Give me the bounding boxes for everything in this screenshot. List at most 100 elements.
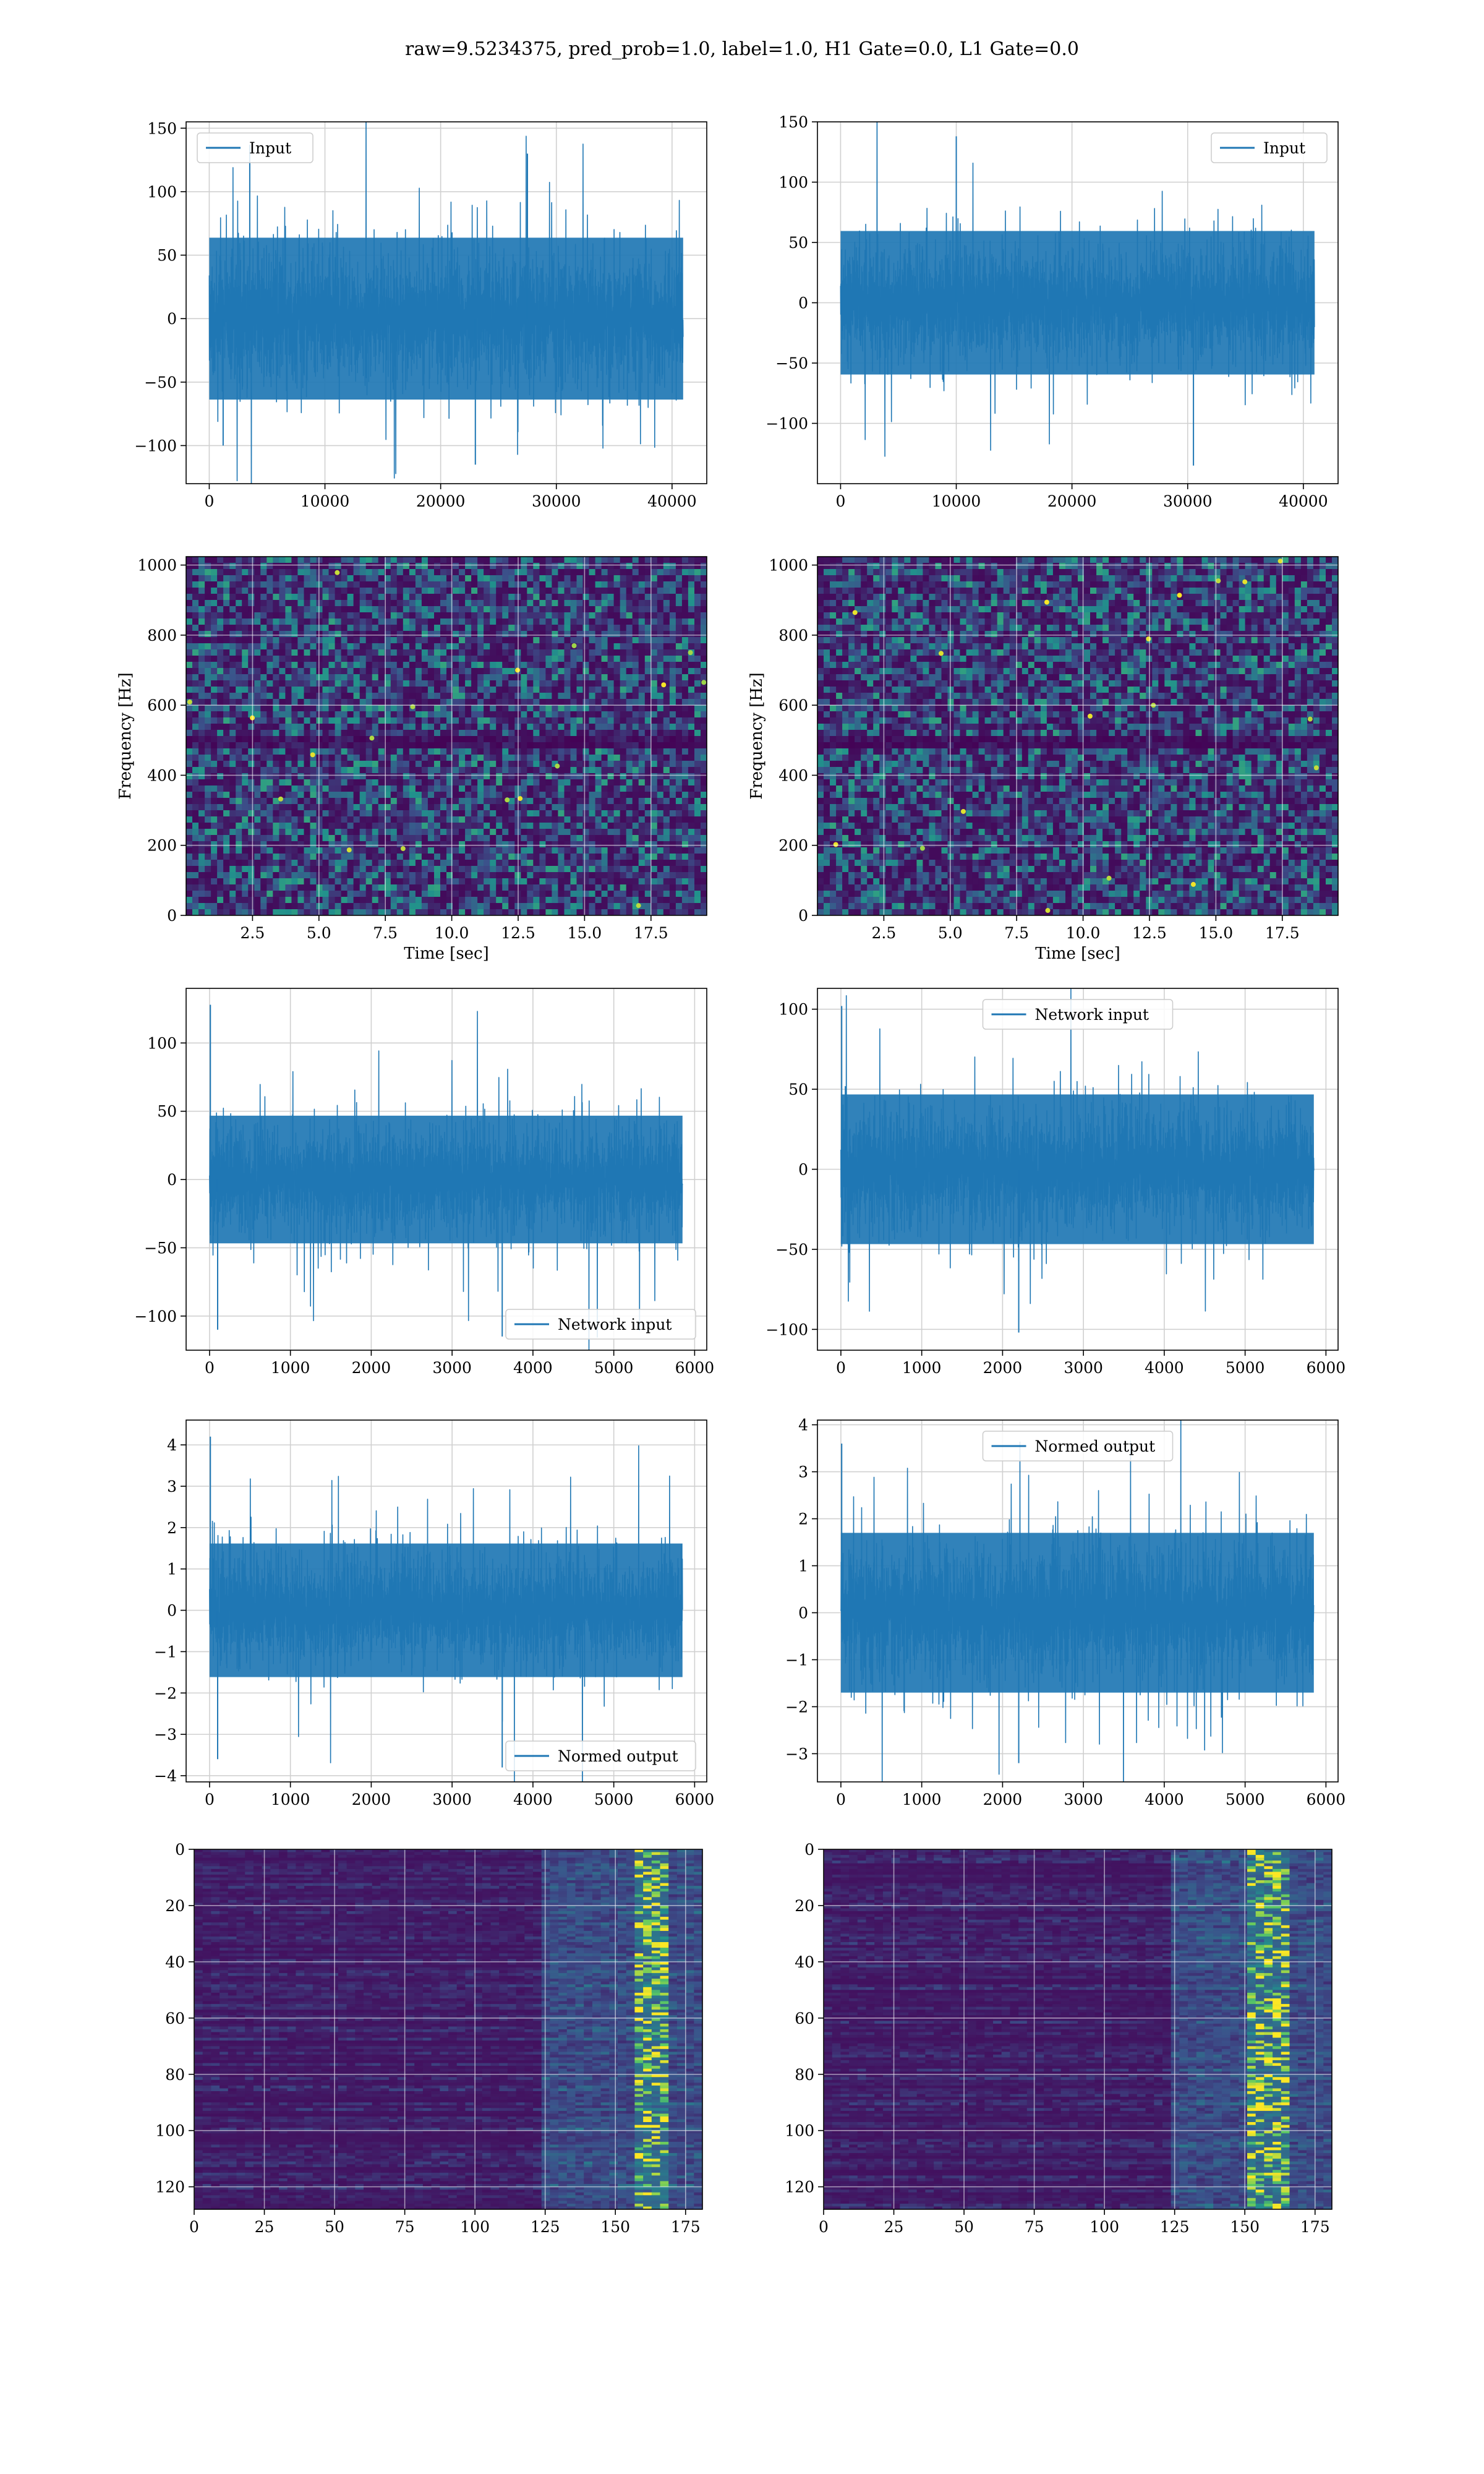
heatmap-cell [297, 823, 304, 829]
heatmap-cell [663, 724, 670, 730]
heatmap-cell [291, 649, 298, 656]
heatmap-cell [260, 884, 267, 891]
heatmap-cell [328, 717, 336, 724]
heatmap-cell [582, 680, 590, 687]
heatmap-cell [316, 872, 323, 879]
heatmap-cell [267, 897, 273, 904]
heatmap-cell [409, 711, 416, 718]
heatmap-cell [335, 761, 342, 768]
heatmap-cell [316, 854, 323, 860]
heatmap-cell [242, 699, 249, 706]
heatmap-cell [694, 909, 701, 915]
heatmap-cell [396, 755, 404, 761]
heatmap-cell [669, 891, 676, 897]
heatmap-cell [328, 742, 336, 749]
heatmap-cell [484, 866, 490, 873]
heatmap-cell [267, 637, 273, 644]
heatmap-cell [644, 674, 652, 681]
heatmap-cell [335, 668, 342, 675]
heatmap-cell [589, 878, 596, 885]
heatmap-cell [285, 575, 292, 582]
heatmap-cell [211, 860, 218, 867]
heatmap-cell [477, 724, 484, 730]
heatmap-cell [644, 563, 652, 570]
heatmap-cell [365, 649, 373, 656]
heatmap-cell [198, 687, 205, 693]
heatmap-cell [669, 872, 676, 879]
heatmap-cell [365, 854, 373, 860]
heatmap-cell [310, 823, 317, 829]
heatmap-cell [484, 569, 490, 576]
heatmap-cell [434, 792, 441, 798]
heatmap-cell [527, 891, 534, 897]
heatmap-cell [570, 779, 578, 786]
plot-area [817, 122, 1338, 484]
heatmap-cell [434, 884, 441, 891]
heatmap-cell [601, 594, 608, 601]
heatmap-cell [576, 687, 584, 693]
heatmap-cell [260, 773, 267, 780]
heatmap-cell [477, 705, 484, 712]
heatmap-cell [229, 563, 236, 570]
heatmap-cell [205, 724, 211, 730]
heatmap-cell [390, 773, 398, 780]
heatmap-cell [570, 724, 578, 730]
heatmap-cell [279, 823, 286, 829]
heatmap-cell [341, 884, 348, 891]
heatmap-cell [669, 761, 676, 768]
heatmap-cell [328, 643, 336, 650]
heatmap-cell [310, 816, 317, 823]
heatmap-cell [328, 668, 336, 675]
heatmap-cell [582, 612, 590, 619]
heatmap-cell [254, 656, 261, 662]
heatmap-cell [657, 693, 664, 700]
heatmap-cell [675, 575, 683, 582]
heatmap-cell [496, 581, 503, 588]
heatmap-cell [694, 798, 701, 805]
heatmap-cell [459, 668, 466, 675]
heatmap-cell [359, 804, 367, 811]
heatmap-cell [310, 773, 317, 780]
heatmap-cell [217, 897, 224, 904]
heatmap-cell [508, 618, 515, 625]
heatmap-cell [669, 662, 676, 669]
heatmap-cell [365, 755, 373, 761]
heatmap-cell [632, 575, 639, 582]
heatmap-cell [570, 823, 578, 829]
heatmap-cell [626, 711, 633, 718]
heatmap-cell [353, 891, 360, 897]
heatmap-cell [415, 866, 422, 873]
heatmap-cell [434, 705, 441, 712]
heatmap-cell [465, 631, 472, 638]
heatmap-cell [626, 631, 633, 638]
heatmap-cell [657, 854, 664, 860]
heatmap-cell [496, 631, 503, 638]
heatmap-cell [459, 612, 466, 619]
heatmap-cell [471, 656, 478, 662]
heatmap-cell [681, 656, 689, 662]
heatmap-cell [589, 748, 596, 755]
heatmap-cell [650, 674, 658, 681]
heatmap-cell [632, 761, 639, 768]
heatmap-cell [359, 878, 367, 885]
heatmap-cell [365, 724, 373, 730]
heatmap-cell [328, 569, 336, 576]
heatmap-cell [453, 891, 459, 897]
heatmap-cell [508, 810, 515, 817]
heatmap-cell [701, 897, 707, 904]
heatmap-cell [211, 847, 218, 854]
heatmap-cell [558, 581, 565, 588]
heatmap-cell [335, 755, 342, 761]
heatmap-cell [453, 594, 459, 601]
heatmap-cell [694, 569, 701, 576]
heatmap-cell [533, 847, 540, 854]
heatmap-cell [242, 612, 249, 619]
heatmap-cell [322, 884, 330, 891]
heatmap-cell [304, 854, 311, 860]
heatmap-cell [638, 872, 646, 879]
heatmap-cell [496, 724, 503, 730]
heatmap-cell [465, 755, 472, 761]
heatmap-cell [353, 773, 360, 780]
heatmap-cell [545, 835, 552, 842]
heatmap-cell [415, 575, 422, 582]
